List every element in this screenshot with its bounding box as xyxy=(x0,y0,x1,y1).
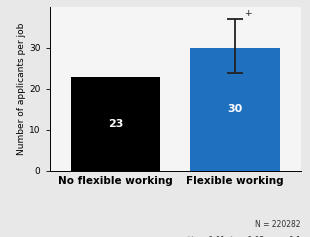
Text: ** p<0.01, * p<0.05, + p<0.1: ** p<0.01, * p<0.05, + p<0.1 xyxy=(187,236,301,237)
Text: 30: 30 xyxy=(227,104,242,114)
Bar xyxy=(71,77,160,171)
Text: +: + xyxy=(245,9,252,18)
Text: 23: 23 xyxy=(108,119,123,129)
Text: N = 220282: N = 220282 xyxy=(255,220,301,229)
Y-axis label: Number of applicants per job: Number of applicants per job xyxy=(17,23,26,155)
Bar xyxy=(190,48,280,171)
